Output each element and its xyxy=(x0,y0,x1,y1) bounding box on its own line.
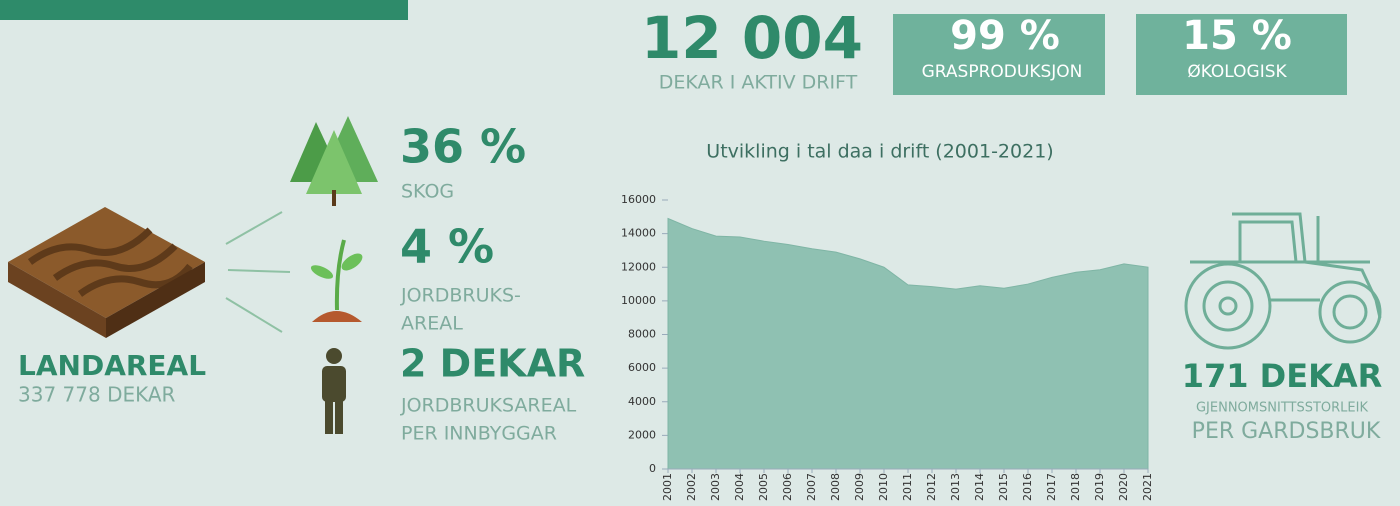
share-value: 36 % xyxy=(400,120,526,174)
x-tick-label: 2002 xyxy=(685,473,698,501)
kpi-label: GRASPRODUKSJON xyxy=(922,62,1083,82)
x-tick-label: 2014 xyxy=(973,473,986,501)
farm-label: PER GARDSBRUK xyxy=(1192,419,1381,444)
x-tick-label: 2006 xyxy=(781,473,794,501)
x-tick-label: 2001 xyxy=(661,473,674,501)
share-label: JORDBRUKS- xyxy=(400,285,521,307)
share-value: 2 DEKAR xyxy=(400,342,585,386)
banner xyxy=(0,0,408,20)
x-tick-label: 2007 xyxy=(805,473,818,501)
x-tick-label: 2013 xyxy=(949,473,962,501)
land-title: LANDAREAL xyxy=(18,349,206,382)
infographic: 12 004 DEKAR I AKTIV DRIFT 99 % GRASPROD… xyxy=(0,0,1400,506)
x-tick-label: 2018 xyxy=(1069,473,1082,501)
x-tick-label: 2016 xyxy=(1021,473,1034,501)
share-label: AREAL xyxy=(401,313,463,335)
x-tick-label: 2003 xyxy=(709,473,722,501)
y-tick-label: 10000 xyxy=(621,294,656,307)
x-tick-label: 2005 xyxy=(757,473,770,501)
kpi-label: DEKAR I AKTIV DRIFT xyxy=(659,72,858,94)
chart-title: Utvikling i tal daa i drift (2001-2021) xyxy=(706,141,1053,163)
share-label: JORDBRUKSAREAL xyxy=(400,395,577,417)
y-tick-label: 2000 xyxy=(628,428,656,441)
x-tick-label: 2009 xyxy=(853,473,866,501)
x-tick-label: 2008 xyxy=(829,473,842,501)
x-tick-label: 2010 xyxy=(877,473,890,501)
farm-value: 171 DEKAR xyxy=(1182,357,1383,395)
share-label: SKOG xyxy=(401,181,454,203)
farm-label: GJENNOMSNITTSSTORLEIK xyxy=(1196,401,1368,416)
share-value: 4 % xyxy=(400,220,494,274)
y-tick-label: 16000 xyxy=(621,193,656,206)
kpi-label: ØKOLOGISK xyxy=(1187,62,1287,82)
x-tick-label: 2020 xyxy=(1117,473,1130,501)
y-tick-label: 12000 xyxy=(621,260,656,273)
y-tick-label: 6000 xyxy=(628,361,656,374)
x-tick-label: 2019 xyxy=(1093,473,1106,501)
x-tick-label: 2004 xyxy=(733,473,746,501)
land-value: 337 778 DEKAR xyxy=(18,383,176,407)
kpi-value: 99 % xyxy=(950,13,1060,59)
share-label: PER INNBYGGAR xyxy=(401,423,557,445)
x-tick-label: 2017 xyxy=(1045,473,1058,501)
x-tick-label: 2012 xyxy=(925,473,938,501)
kpi-value: 12 004 xyxy=(641,4,863,72)
y-tick-label: 14000 xyxy=(621,227,656,240)
x-tick-label: 2021 xyxy=(1141,473,1154,501)
y-tick-label: 8000 xyxy=(628,328,656,341)
kpi-value: 15 % xyxy=(1182,13,1292,59)
x-tick-label: 2015 xyxy=(997,473,1010,501)
y-tick-label: 4000 xyxy=(628,395,656,408)
x-tick-label: 2011 xyxy=(901,473,914,501)
y-tick-label: 0 xyxy=(649,462,656,475)
